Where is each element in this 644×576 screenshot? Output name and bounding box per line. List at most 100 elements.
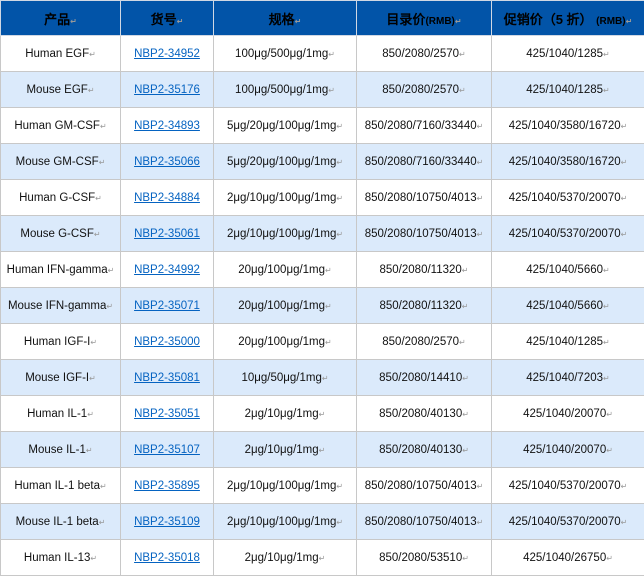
cell-sku: NBP2-35066 bbox=[120, 143, 214, 180]
sku-link[interactable]: NBP2-35109 bbox=[134, 515, 200, 528]
table-row: Human IL-1 NBP2-35051 2μg/10μg/1mg850/2080… bbox=[0, 395, 644, 432]
header-promo-price: 促销价（5 折） (RMB) bbox=[491, 0, 644, 36]
cell-product: Human IGF-I bbox=[0, 323, 121, 360]
cell-spec: 2μg/10μg/1mg bbox=[213, 431, 357, 468]
header-list-price: 目录价(RMB) bbox=[356, 0, 492, 36]
table-row: Mouse IL-1 NBP2-35107 2μg/10μg/1mg850/2080… bbox=[0, 431, 644, 468]
cell-promo-price: 425/1040/20070 bbox=[491, 431, 644, 468]
cell-product: Human EGF bbox=[0, 35, 121, 72]
cell-list-price: 850/2080/10750/4013 bbox=[356, 503, 492, 540]
cell-promo-price: 425/1040/1285 bbox=[491, 323, 644, 360]
cell-spec: 20μg/100μg/1mg bbox=[213, 323, 357, 360]
cell-sku: NBP2-34952 bbox=[120, 35, 214, 72]
cell-sku: NBP2-34884 bbox=[120, 179, 214, 216]
cell-promo-price: 425/1040/5370/20070 bbox=[491, 179, 644, 216]
cell-sku: NBP2-35000 bbox=[120, 323, 214, 360]
sku-link[interactable]: NBP2-35107 bbox=[134, 443, 200, 456]
header-sku: 货号 bbox=[120, 0, 214, 36]
cell-spec: 5μg/20μg/100μg/1mg bbox=[213, 143, 357, 180]
cell-promo-price: 425/1040/7203 bbox=[491, 359, 644, 396]
cell-list-price: 850/2080/10750/4013 bbox=[356, 467, 492, 504]
cell-list-price: 850/2080/10750/4013 bbox=[356, 215, 492, 252]
cell-spec: 10μg/50μg/1mg bbox=[213, 359, 357, 396]
header-spec: 规格 bbox=[213, 0, 357, 36]
header-row: 产品 货号 规格 目录价(RMB) 促销价（5 折） (RMB) bbox=[0, 0, 644, 36]
cell-list-price: 850/2080/14410 bbox=[356, 359, 492, 396]
cell-promo-price: 425/1040/26750 bbox=[491, 539, 644, 576]
cell-spec: 20μg/100μg/1mg bbox=[213, 287, 357, 324]
cell-product: Mouse IL-1 bbox=[0, 431, 121, 468]
cell-product: Human IFN-gamma bbox=[0, 251, 121, 288]
cell-spec: 2μg/10μg/1mg bbox=[213, 395, 357, 432]
cell-spec: 5μg/20μg/100μg/1mg bbox=[213, 107, 357, 144]
cell-product: Mouse IL-1 beta bbox=[0, 503, 121, 540]
cell-sku: NBP2-35081 bbox=[120, 359, 214, 396]
cell-spec: 2μg/10μg/100μg/1mg bbox=[213, 179, 357, 216]
cell-list-price: 850/2080/40130 bbox=[356, 431, 492, 468]
table-row: Mouse G-CSF NBP2-35061 2μg/10μg/100μg/1mg8… bbox=[0, 215, 644, 252]
cell-spec: 20μg/100μg/1mg bbox=[213, 251, 357, 288]
header-product: 产品 bbox=[0, 0, 121, 36]
cell-sku: NBP2-34992 bbox=[120, 251, 214, 288]
sku-link[interactable]: NBP2-35018 bbox=[134, 551, 200, 564]
cell-promo-price: 425/1040/3580/16720 bbox=[491, 107, 644, 144]
sku-link[interactable]: NBP2-35071 bbox=[134, 299, 200, 312]
sku-link[interactable]: NBP2-34893 bbox=[134, 119, 200, 132]
sku-link[interactable]: NBP2-35066 bbox=[134, 155, 200, 168]
cell-spec: 2μg/10μg/100μg/1mg bbox=[213, 503, 357, 540]
cell-product: Mouse IFN-gamma bbox=[0, 287, 121, 324]
table-row: Mouse IFN-gamma NBP2-35071 20μg/100μg/1mg8… bbox=[0, 287, 644, 324]
cell-spec: 100μg/500μg/1mg bbox=[213, 71, 357, 108]
cell-promo-price: 425/1040/1285 bbox=[491, 35, 644, 72]
cell-product: Human IL-13 bbox=[0, 539, 121, 576]
table-row: Mouse GM-CSF NBP2-35066 5μg/20μg/100μg/1mg… bbox=[0, 143, 644, 180]
table-row: Human IFN-gamma NBP2-34992 20μg/100μg/1mg8… bbox=[0, 251, 644, 288]
cell-list-price: 850/2080/10750/4013 bbox=[356, 179, 492, 216]
cell-promo-price: 425/1040/5660 bbox=[491, 251, 644, 288]
cell-product: Mouse IGF-I bbox=[0, 359, 121, 396]
sku-link[interactable]: NBP2-35081 bbox=[134, 371, 200, 384]
cell-sku: NBP2-35071 bbox=[120, 287, 214, 324]
cell-product: Mouse GM-CSF bbox=[0, 143, 121, 180]
sku-link[interactable]: NBP2-34992 bbox=[134, 263, 200, 276]
cell-sku: NBP2-35107 bbox=[120, 431, 214, 468]
cell-spec: 2μg/10μg/100μg/1mg bbox=[213, 215, 357, 252]
cell-promo-price: 425/1040/1285 bbox=[491, 71, 644, 108]
cell-sku: NBP2-34893 bbox=[120, 107, 214, 144]
cell-list-price: 850/2080/2570 bbox=[356, 323, 492, 360]
table-row: Human IL-13 NBP2-35018 2μg/10μg/1mg850/208… bbox=[0, 539, 644, 576]
cell-product: Human IL-1 bbox=[0, 395, 121, 432]
cell-list-price: 850/2080/2570 bbox=[356, 71, 492, 108]
table-row: Mouse EGF NBP2-35176 100μg/500μg/1mg850/20… bbox=[0, 71, 644, 108]
sku-link[interactable]: NBP2-35061 bbox=[134, 227, 200, 240]
table-row: Human IL-1 beta NBP2-35895 2μg/10μg/100μg/… bbox=[0, 467, 644, 504]
cell-promo-price: 425/1040/5370/20070 bbox=[491, 467, 644, 504]
cell-sku: NBP2-35109 bbox=[120, 503, 214, 540]
sku-link[interactable]: NBP2-35051 bbox=[134, 407, 200, 420]
cell-promo-price: 425/1040/5370/20070 bbox=[491, 215, 644, 252]
cell-spec: 2μg/10μg/100μg/1mg bbox=[213, 467, 357, 504]
table-row: Mouse IL-1 beta NBP2-35109 2μg/10μg/100μg/… bbox=[0, 503, 644, 540]
cell-product: Human IL-1 beta bbox=[0, 467, 121, 504]
sku-link[interactable]: NBP2-35000 bbox=[134, 335, 200, 348]
table-row: Human IGF-I NBP2-35000 20μg/100μg/1mg850/2… bbox=[0, 323, 644, 360]
cell-product: Mouse G-CSF bbox=[0, 215, 121, 252]
cell-list-price: 850/2080/7160/33440 bbox=[356, 143, 492, 180]
cell-sku: NBP2-35051 bbox=[120, 395, 214, 432]
sku-link[interactable]: NBP2-35176 bbox=[134, 83, 200, 96]
cell-list-price: 850/2080/7160/33440 bbox=[356, 107, 492, 144]
sku-link[interactable]: NBP2-34952 bbox=[134, 47, 200, 60]
cell-list-price: 850/2080/2570 bbox=[356, 35, 492, 72]
cell-spec: 100μg/500μg/1mg bbox=[213, 35, 357, 72]
cell-promo-price: 425/1040/20070 bbox=[491, 395, 644, 432]
table-row: Mouse IGF-I NBP2-35081 10μg/50μg/1mg850/20… bbox=[0, 359, 644, 396]
cell-product: Mouse EGF bbox=[0, 71, 121, 108]
cell-product: Human G-CSF bbox=[0, 179, 121, 216]
table-row: Human EGF NBP2-34952 100μg/500μg/1mg850/20… bbox=[0, 35, 644, 72]
sku-link[interactable]: NBP2-34884 bbox=[134, 191, 200, 204]
cell-product: Human GM-CSF bbox=[0, 107, 121, 144]
table-row: Human GM-CSF NBP2-34893 5μg/20μg/100μg/1mg… bbox=[0, 107, 644, 144]
sku-link[interactable]: NBP2-35895 bbox=[134, 479, 200, 492]
cell-list-price: 850/2080/53510 bbox=[356, 539, 492, 576]
